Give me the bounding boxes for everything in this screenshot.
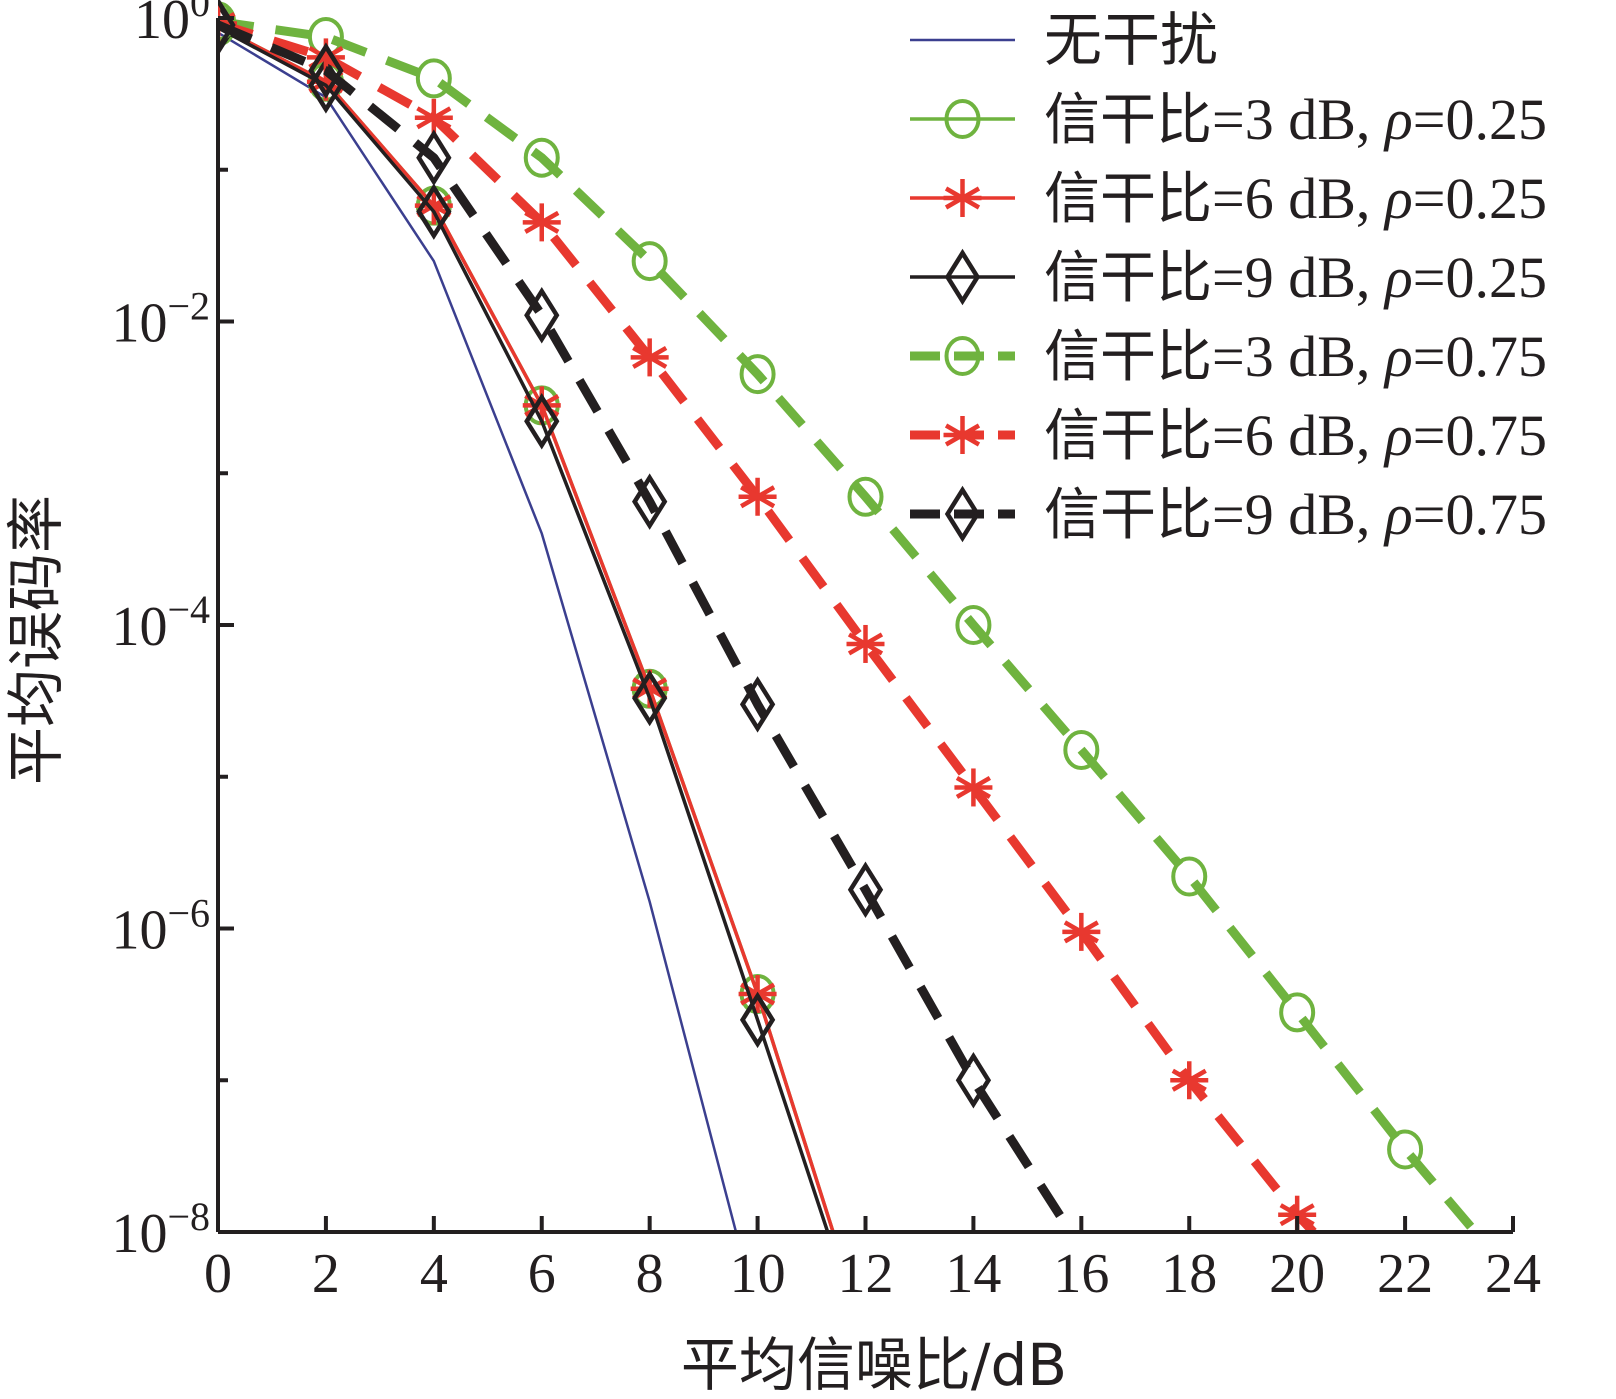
- series-2: [218, 7, 835, 1232]
- series-6-point: [416, 129, 452, 186]
- y-tick-label: 10−8: [111, 1194, 210, 1265]
- x-tick-label: 8: [636, 1243, 664, 1305]
- series-6-point: [308, 42, 344, 99]
- series-4-point: [631, 241, 668, 282]
- legend-marker: [943, 416, 982, 454]
- x-tick-label: 20: [1269, 1243, 1325, 1305]
- x-tick-label: 4: [420, 1243, 448, 1305]
- series-4-point: [847, 476, 884, 517]
- series-line-0: [218, 31, 738, 1232]
- legend-entry-4: 信干比=3 dB, ρ=0.75: [910, 324, 1547, 390]
- x-tick-label: 6: [528, 1243, 556, 1305]
- series-6-point: [847, 861, 884, 919]
- series-6-point: [739, 676, 776, 733]
- x-tick-label: 18: [1161, 1243, 1217, 1305]
- series-4-point: [415, 58, 452, 99]
- series-0: [218, 31, 738, 1232]
- y-axis-label: 平均误码率: [2, 495, 70, 785]
- legend-label: 信干比=3 dB, ρ=0.25: [1044, 87, 1547, 153]
- series-4-point: [1063, 730, 1100, 771]
- legend-entry-0: 无干扰: [910, 6, 1218, 74]
- series-line-6: [218, 20, 1075, 1232]
- series-3-point: [416, 183, 452, 240]
- series-3-point: [632, 669, 668, 727]
- series-6: [218, 0, 1075, 1232]
- series-5: [218, 4, 1317, 1232]
- series-4-point: [739, 354, 776, 395]
- y-tick-label: 10−4: [111, 587, 210, 658]
- series-5-point: [954, 768, 993, 807]
- legend-marker: [943, 179, 982, 217]
- series-6-point: [632, 473, 668, 530]
- x-tick-label: 0: [204, 1243, 232, 1305]
- legend-label: 信干比=3 dB, ρ=0.75: [1044, 324, 1547, 390]
- x-tick-label: 10: [730, 1243, 786, 1305]
- series-4-point: [1171, 856, 1208, 897]
- series-line-3: [218, 26, 830, 1232]
- legend-entry-3: 信干比=9 dB, ρ=0.25: [910, 245, 1547, 311]
- series-6-point: [524, 286, 560, 344]
- series-line-5: [218, 19, 1317, 1232]
- legend-entry-2: 信干比=6 dB, ρ=0.25: [910, 166, 1547, 232]
- series-4-point: [1387, 1129, 1424, 1170]
- legend-entry-5: 信干比=6 dB, ρ=0.75: [910, 403, 1547, 469]
- series-1: [218, 6, 835, 1232]
- series-4-point: [1279, 992, 1316, 1033]
- x-axis-label: 平均信噪比/dB: [681, 1331, 1067, 1399]
- series-6-point: [955, 1052, 992, 1109]
- series-3-point: [739, 991, 776, 1049]
- x-tick-label: 24: [1485, 1243, 1541, 1305]
- series-5-point: [846, 624, 885, 663]
- series-3-point: [524, 393, 560, 450]
- series-5-point: [738, 477, 777, 516]
- legend-marker: [944, 99, 981, 139]
- series-line-4: [218, 16, 1479, 1232]
- y-tick-label: 10−6: [111, 891, 210, 962]
- legend-label: 信干比=6 dB, ρ=0.75: [1044, 403, 1547, 469]
- legend-marker: [944, 336, 981, 376]
- legend-label: 信干比=9 dB, ρ=0.75: [1044, 482, 1547, 548]
- legend-marker: [944, 248, 981, 306]
- series-5-point: [522, 203, 561, 242]
- legend-entry-1: 信干比=3 dB, ρ=0.25: [910, 87, 1547, 153]
- series-5-point: [630, 338, 669, 377]
- series-3: [218, 0, 830, 1232]
- legend-label: 信干比=6 dB, ρ=0.25: [1044, 166, 1547, 232]
- series-5-point: [1062, 912, 1101, 951]
- legend-label: 无干扰: [1044, 6, 1218, 74]
- series-4-point: [955, 605, 992, 645]
- series-5-point: [1170, 1061, 1209, 1100]
- legend-entry-6: 信干比=9 dB, ρ=0.75: [910, 482, 1547, 548]
- series-5-point: [414, 98, 453, 137]
- legend-label: 信干比=9 dB, ρ=0.25: [1044, 245, 1547, 311]
- x-tick-label: 16: [1053, 1243, 1109, 1305]
- x-tick-label: 22: [1377, 1243, 1433, 1305]
- x-tick-label: 2: [312, 1243, 340, 1305]
- x-tick-label: 12: [838, 1243, 894, 1305]
- y-tick-label: 10−2: [111, 284, 210, 355]
- axes: [216, 16, 1515, 1234]
- x-tick-label: 14: [945, 1243, 1001, 1305]
- y-tick-label: 100: [134, 0, 210, 51]
- series-4-point: [523, 137, 560, 178]
- legend-marker: [944, 485, 981, 543]
